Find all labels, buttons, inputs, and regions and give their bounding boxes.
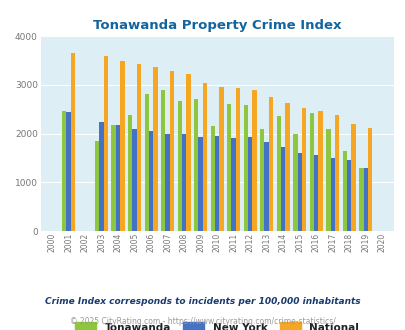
Bar	[198, 137, 202, 231]
Bar	[252, 90, 256, 231]
Bar	[144, 94, 149, 231]
Bar	[210, 126, 215, 231]
Bar	[297, 153, 301, 231]
Bar	[330, 157, 334, 231]
Bar	[268, 97, 273, 231]
Bar	[149, 131, 153, 231]
Bar	[186, 74, 190, 231]
Bar	[132, 129, 136, 231]
Bar	[215, 136, 219, 231]
Bar	[136, 64, 141, 231]
Legend: Tonawanda, New York, National: Tonawanda, New York, National	[71, 318, 362, 330]
Bar	[170, 71, 174, 231]
Bar	[231, 138, 235, 231]
Bar	[313, 155, 318, 231]
Bar	[292, 134, 297, 231]
Bar	[181, 134, 186, 231]
Bar	[128, 115, 132, 231]
Bar	[62, 111, 66, 231]
Bar	[95, 142, 99, 231]
Bar	[66, 112, 71, 231]
Bar	[325, 129, 330, 231]
Bar	[153, 67, 158, 231]
Bar	[334, 115, 339, 231]
Bar	[99, 122, 104, 231]
Bar	[362, 168, 367, 231]
Bar	[264, 143, 268, 231]
Bar	[235, 88, 240, 231]
Title: Tonawanda Property Crime Index: Tonawanda Property Crime Index	[93, 19, 341, 32]
Bar	[346, 160, 351, 231]
Bar	[351, 124, 355, 231]
Bar	[116, 125, 120, 231]
Bar	[247, 137, 252, 231]
Bar	[309, 113, 313, 231]
Bar	[285, 104, 289, 231]
Bar	[318, 111, 322, 231]
Bar	[202, 82, 207, 231]
Bar	[161, 90, 165, 231]
Bar	[120, 61, 125, 231]
Text: Crime Index corresponds to incidents per 100,000 inhabitants: Crime Index corresponds to incidents per…	[45, 297, 360, 307]
Bar	[358, 168, 362, 231]
Bar	[165, 134, 170, 231]
Bar	[71, 53, 75, 231]
Text: © 2025 CityRating.com - https://www.cityrating.com/crime-statistics/: © 2025 CityRating.com - https://www.city…	[70, 317, 335, 326]
Bar	[367, 128, 371, 231]
Bar	[276, 115, 280, 231]
Bar	[243, 105, 247, 231]
Bar	[111, 125, 116, 231]
Bar	[226, 105, 231, 231]
Bar	[177, 101, 181, 231]
Bar	[280, 147, 285, 231]
Bar	[342, 151, 346, 231]
Bar	[194, 99, 198, 231]
Bar	[104, 56, 108, 231]
Bar	[219, 87, 223, 231]
Bar	[301, 108, 306, 231]
Bar	[259, 129, 264, 231]
